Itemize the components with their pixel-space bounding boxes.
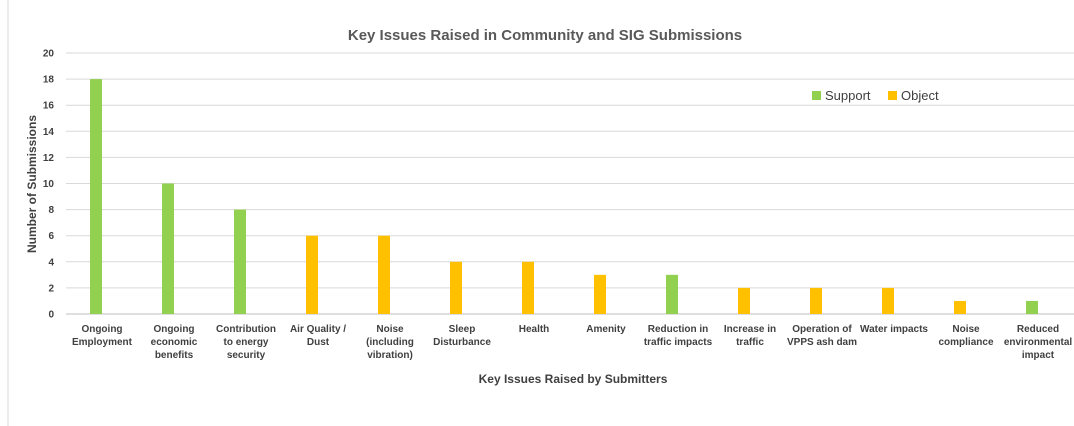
x-tick-label: Reduction in traffic impacts <box>644 324 713 348</box>
bar-support <box>162 183 174 314</box>
x-tick-label: Increase in traffic <box>724 324 776 348</box>
legend-label-support: Support <box>825 88 871 103</box>
legend-label-object: Object <box>901 88 939 103</box>
bar-object <box>954 300 966 314</box>
bar-object <box>306 235 318 314</box>
x-tick-label: Contribution to energy security <box>216 324 276 361</box>
legend-swatch-object <box>888 91 897 100</box>
legend-swatch-support <box>812 91 821 100</box>
chart-area <box>8 0 1074 426</box>
bars <box>90 79 1038 314</box>
y-tick-label: 18 <box>43 75 55 86</box>
y-axis-title: Number of Submissions <box>25 115 39 253</box>
x-tick-label: Operation of VPPS ash dam <box>787 324 857 348</box>
bar-object <box>594 274 606 314</box>
y-tick-label: 16 <box>43 101 55 112</box>
bar-support <box>666 274 678 314</box>
x-tick-label: Ongoing Employment <box>72 324 133 348</box>
legend: Support Object <box>812 88 939 103</box>
x-axis-title: Key Issues Raised by Submitters <box>479 372 668 386</box>
x-tick-label: Amenity <box>586 324 626 335</box>
y-tick-label: 14 <box>43 127 55 138</box>
bar-object <box>810 287 822 314</box>
y-tick-label: 0 <box>48 310 54 321</box>
y-tick-label: 2 <box>48 283 54 294</box>
x-tick-label: Reduced environmental impact <box>1004 324 1073 361</box>
bar-support <box>90 79 102 314</box>
bar-support <box>1026 300 1038 314</box>
x-tick-labels: Ongoing Employment Ongoing economic benefits… <box>72 324 1072 361</box>
bar-support <box>234 209 246 314</box>
y-tick-label: 4 <box>48 257 54 268</box>
y-tick-labels: 0 2 4 6 8 10 12 14 16 18 20 <box>43 49 55 321</box>
y-tick-label: 10 <box>43 179 55 190</box>
bar-object <box>450 261 462 314</box>
x-tick-label: Water impacts <box>860 324 928 335</box>
x-tick-label: Sleep Disturbance <box>433 324 491 348</box>
x-tick-label: Noise (including vibration) <box>366 324 414 361</box>
bar-object <box>738 287 750 314</box>
bar-object <box>378 235 390 314</box>
y-tick-label: 12 <box>43 153 55 164</box>
bar-object <box>522 261 534 314</box>
x-tick-label: Noise compliance <box>938 324 993 348</box>
y-tick-label: 8 <box>48 205 54 216</box>
bar-object <box>882 287 894 314</box>
y-tick-label: 20 <box>43 49 55 60</box>
y-tick-label: 6 <box>48 231 54 242</box>
x-tick-label: Air Quality / Dust <box>290 324 346 348</box>
x-tick-label: Ongoing economic benefits <box>151 324 198 361</box>
x-tick-label: Health <box>519 324 550 335</box>
chart-title: Key Issues Raised in Community and SIG S… <box>348 27 742 44</box>
